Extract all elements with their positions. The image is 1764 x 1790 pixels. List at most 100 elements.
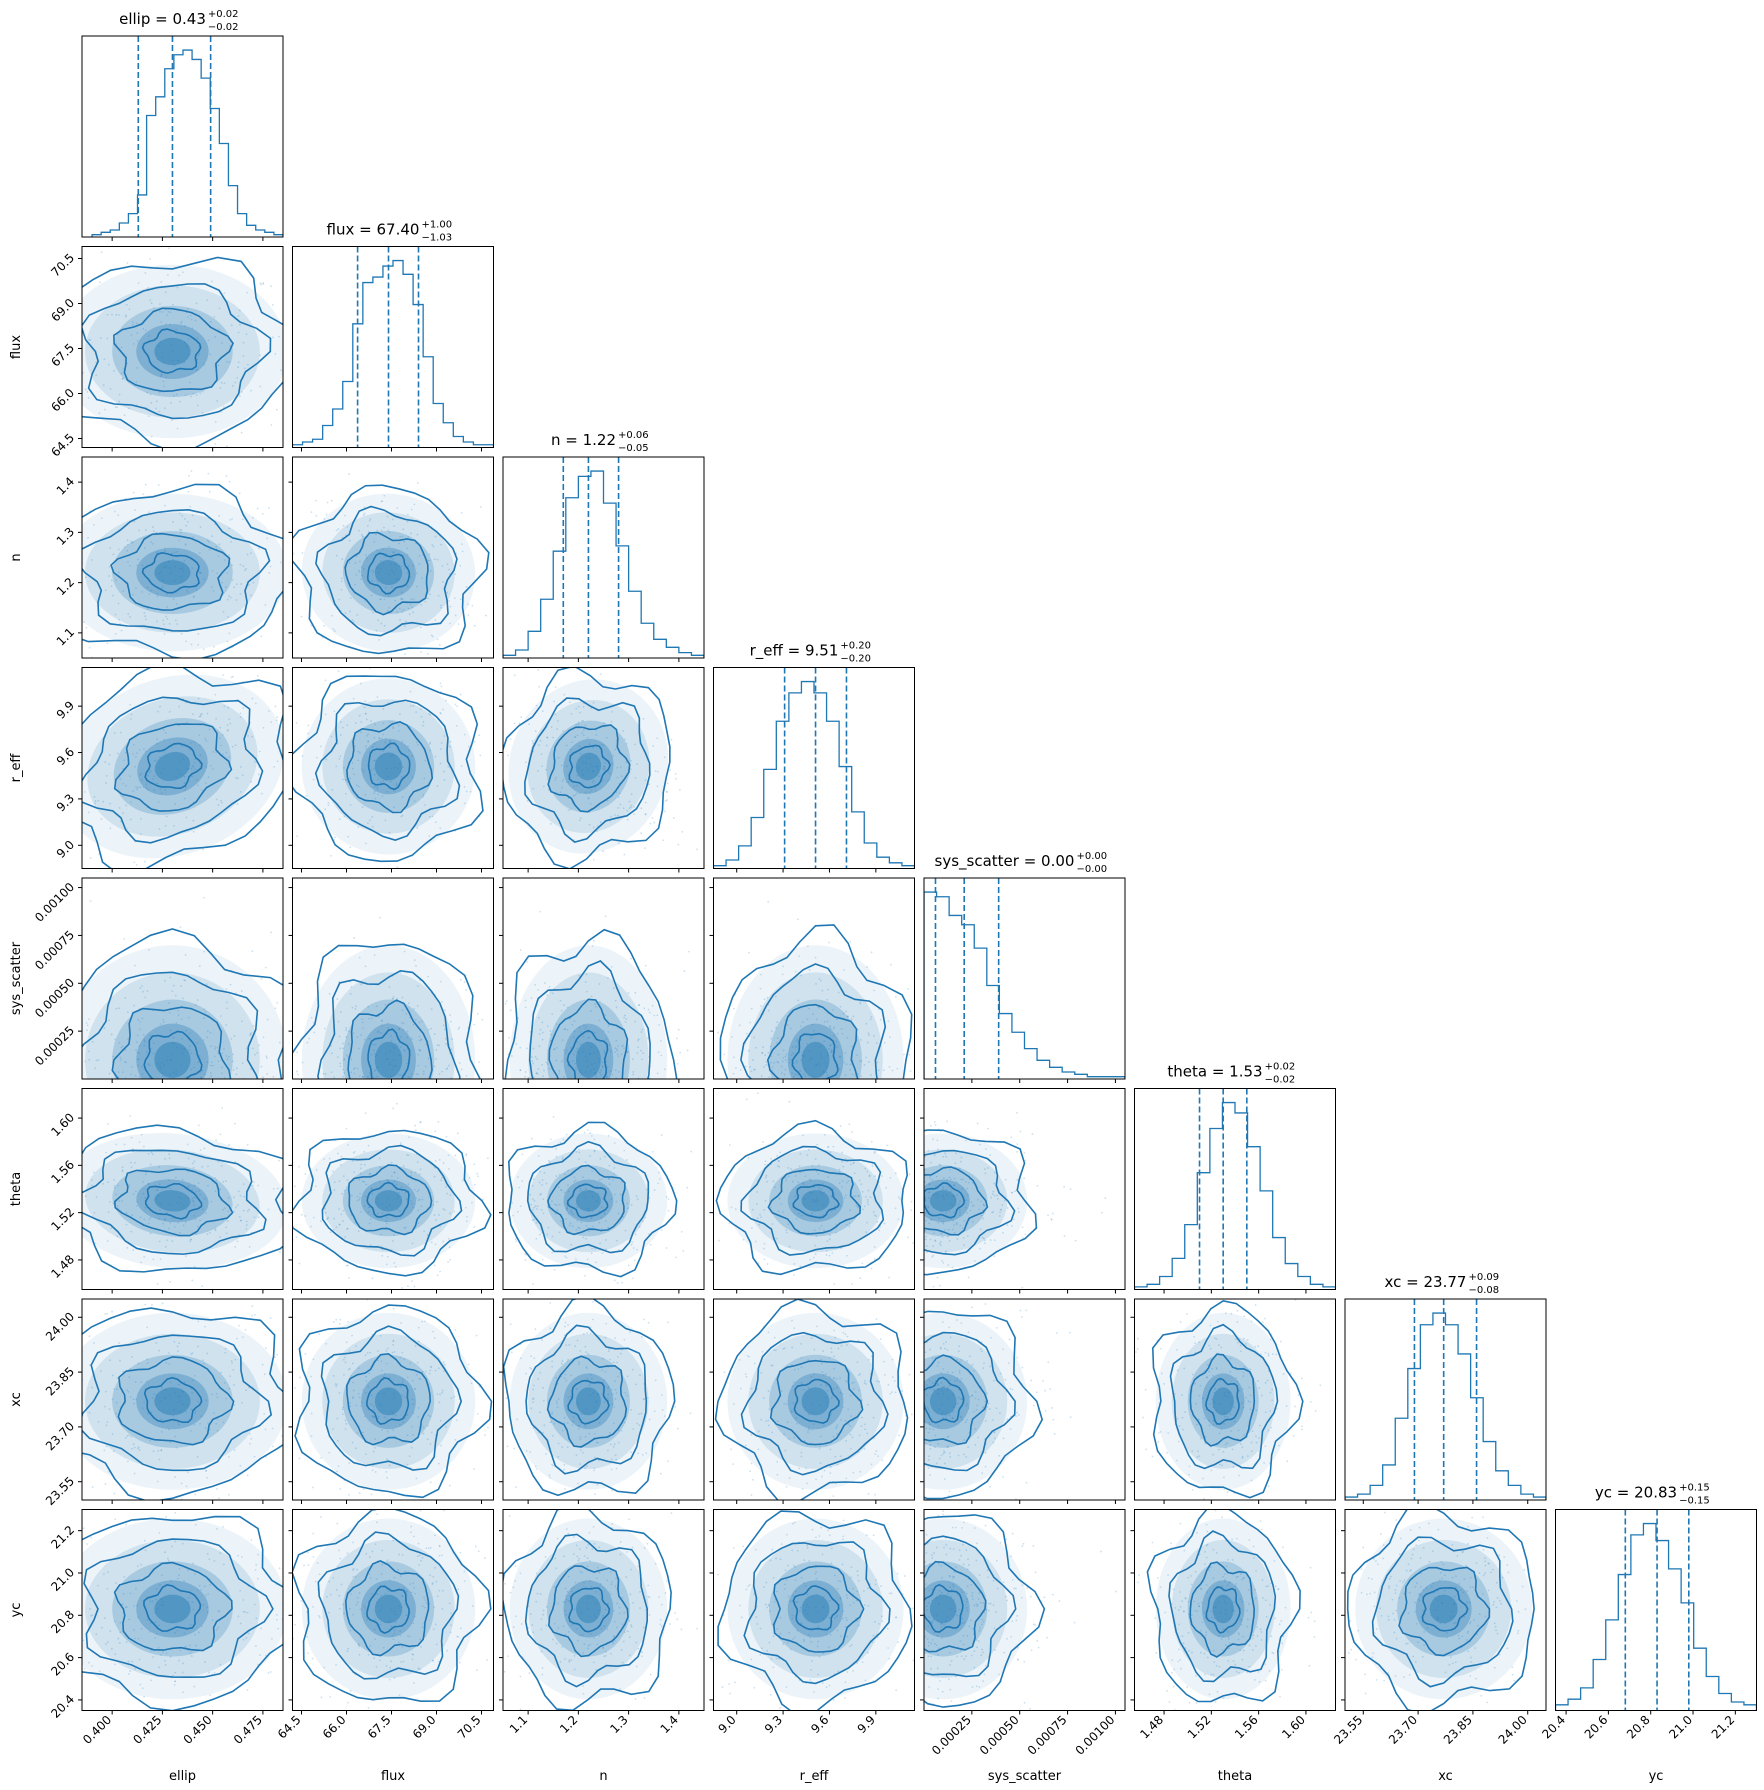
contour-0 — [719, 924, 913, 1079]
x-ticks — [111, 868, 264, 873]
contour-1 — [740, 1145, 885, 1256]
title-plus-yc: +0.15 — [1679, 1483, 1710, 1494]
y-tick-label-xc: 24.00 — [43, 1309, 77, 1343]
contour-2 — [346, 721, 434, 814]
contour-2 — [767, 1168, 862, 1235]
y-ticks — [1130, 1530, 1135, 1701]
y-tick-label-flux: 70.5 — [48, 251, 77, 280]
y-ticks — [288, 1316, 293, 1483]
x-ticks — [301, 868, 482, 873]
contour-0 — [292, 1129, 492, 1277]
density-region — [503, 667, 671, 869]
panel-ellip-vs-yc: 0.400 0.425 0.450 0.475 20.4 20.6 20.8 21.0 21.2 — [48, 1509, 284, 1747]
contour-0 — [82, 1515, 283, 1711]
y-ticks — [288, 1117, 293, 1261]
title-minus-n: −0.05 — [618, 443, 649, 454]
x-ticks: 1.48 1.52 1.56 1.60 — [1137, 1710, 1308, 1742]
y-ticks — [709, 1117, 714, 1261]
title-minus-xc: −0.08 — [1468, 1285, 1499, 1296]
title-xc: xc = 23.77 — [1385, 1273, 1467, 1291]
contour-0 — [294, 1304, 493, 1499]
contour-1 — [524, 1533, 648, 1688]
x-tick-label-xc: 23.85 — [1441, 1713, 1475, 1747]
panel-frame — [292, 667, 494, 869]
x-tick-label-ellip: 0.425 — [130, 1713, 164, 1747]
panel-ellip-vs-theta: 1.48 1.52 1.56 1.60 — [48, 1088, 284, 1294]
x-ticks — [971, 1289, 1116, 1294]
panel-frame — [292, 1088, 494, 1290]
x-tick-label-r_eff: 9.9 — [855, 1713, 878, 1736]
contour-0 — [82, 1307, 283, 1500]
x-tick-label-r_eff: 9.3 — [762, 1713, 785, 1736]
scatter-points — [1135, 1299, 1322, 1500]
density-region — [714, 1299, 909, 1500]
x-ticks — [527, 1079, 680, 1083]
contour-1 — [83, 1538, 274, 1679]
x-tick-label-theta: 1.60 — [1279, 1713, 1308, 1742]
panel-frame — [502, 877, 705, 1080]
y-tick-label-theta: 1.52 — [48, 1205, 77, 1234]
density-region — [292, 484, 490, 655]
density-region — [82, 483, 283, 658]
x-tick-label-xc: 23.70 — [1386, 1713, 1420, 1747]
contour-0 — [1146, 1509, 1301, 1703]
contour-1 — [1371, 1536, 1514, 1688]
y-tick-label-n: 1.1 — [54, 625, 77, 648]
x-ticks — [301, 1079, 482, 1083]
contour-2 — [766, 1003, 859, 1079]
contour-2 — [924, 1166, 989, 1236]
title-flux: flux = 67.40 — [327, 221, 420, 239]
contour-2 — [113, 1168, 234, 1237]
panel-frame — [713, 1509, 915, 1711]
contour-0 — [292, 675, 484, 863]
y-tick-label-n: 1.3 — [54, 525, 77, 548]
density-region — [504, 928, 678, 1079]
y-tick-label-theta: 1.48 — [48, 1252, 77, 1281]
panel-n-vs-r_eff — [499, 667, 705, 873]
x-ticks — [527, 868, 680, 873]
contour-3 — [367, 1028, 411, 1079]
panel-frame — [713, 1298, 915, 1501]
panel-flux-vs-r_eff — [288, 667, 494, 873]
panel-frame — [502, 667, 705, 869]
contour-3 — [566, 1029, 609, 1079]
y-ticks — [920, 1117, 924, 1261]
contour-0 — [717, 1510, 913, 1711]
x-tick-label-flux: 69.0 — [410, 1713, 439, 1742]
y-tick-label-flux: 67.5 — [48, 341, 77, 370]
y-ticks — [709, 1530, 714, 1701]
scatter-points — [82, 896, 281, 1079]
density-region — [1346, 1509, 1535, 1711]
x-axis-label-n: n — [599, 1769, 607, 1784]
contour-3 — [144, 742, 203, 789]
contour-2 — [110, 532, 231, 611]
contour-1 — [924, 1331, 1016, 1472]
contour-3 — [792, 1183, 840, 1219]
title-plus-xc: +0.09 — [1468, 1272, 1499, 1283]
y-tick-label-yc: 21.2 — [48, 1523, 77, 1552]
density-region — [717, 1510, 913, 1711]
panel-r_eff-vs-sys_scatter — [709, 877, 915, 1083]
x-tick-label-yc: 20.6 — [1582, 1713, 1611, 1742]
x-tick-label-sys_scatter: 0.00075 — [1025, 1713, 1070, 1758]
y-ticks — [499, 887, 503, 1032]
density-region — [924, 1129, 1038, 1276]
hist-panel-yc: yc = 20.83 +0.15 −0.15 20.4 20.6 20.8 21.0 21.2 — [1539, 1483, 1757, 1742]
contour-0 — [924, 1129, 1038, 1276]
contour-1 — [317, 969, 461, 1079]
contour-0 — [82, 928, 283, 1079]
contour-3 — [924, 1376, 965, 1424]
density-region — [503, 1509, 672, 1711]
panel-flux-vs-xc — [288, 1298, 494, 1504]
x-tick-label-r_eff: 9.6 — [808, 1713, 831, 1736]
panel-frame — [502, 1509, 705, 1711]
x-ticks — [301, 658, 482, 662]
density-region — [82, 1307, 283, 1500]
contour-2 — [113, 1561, 233, 1652]
y-tick-label-r_eff: 9.6 — [54, 745, 77, 768]
panel-n-vs-sys_scatter — [499, 877, 705, 1083]
contour-3 — [366, 1585, 410, 1634]
contour-1 — [1168, 1530, 1277, 1683]
y-tick-label-xc: 23.55 — [43, 1474, 77, 1508]
panel-frame — [292, 1298, 494, 1501]
